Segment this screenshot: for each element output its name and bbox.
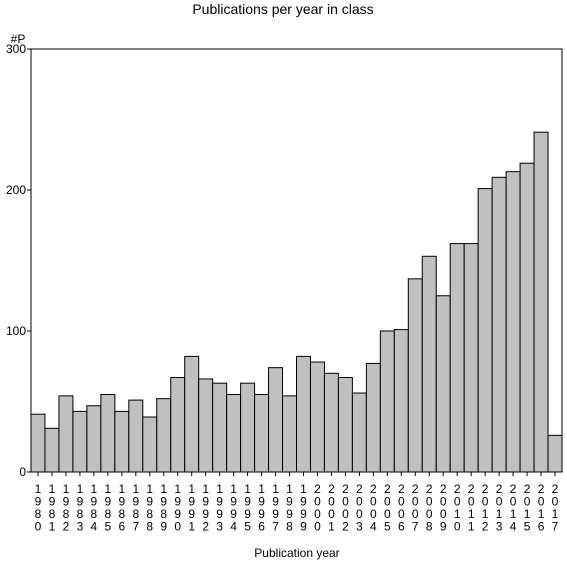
y-axis-label: #P (11, 32, 26, 46)
bar-2013 (491, 176, 507, 473)
bar-1986 (114, 410, 130, 473)
bar-2004 (365, 362, 381, 473)
y-tick-label-0: 0 (19, 465, 26, 479)
bar-1995 (240, 382, 256, 473)
bar-1998 (282, 395, 297, 473)
bar-2015 (519, 162, 535, 473)
bar-1997 (268, 367, 284, 473)
bar-1982 (58, 395, 74, 473)
plot-frame (30, 48, 563, 473)
bar-2014 (505, 171, 521, 473)
bar-1989 (156, 398, 172, 473)
bar-1994 (226, 393, 242, 473)
bar-1990 (170, 377, 186, 473)
bar-2006 (393, 329, 409, 473)
y-tick-label-100: 100 (6, 324, 26, 338)
y-axis: 0 100 200 300 (6, 42, 31, 479)
bar-2001 (323, 372, 339, 473)
bar-2011 (463, 243, 479, 473)
bar-1987 (128, 399, 144, 473)
y-tick-label-200: 200 (6, 183, 26, 197)
bar-2003 (351, 392, 367, 473)
bar-1996 (254, 393, 270, 473)
x-axis-label: Publication year (254, 546, 339, 560)
bar-1983 (72, 410, 88, 473)
bar-2010 (449, 243, 465, 473)
bar-1992 (198, 378, 214, 473)
y-tick-label-300: 300 (6, 42, 26, 56)
bar-1993 (212, 382, 228, 473)
bar-2005 (379, 330, 395, 473)
bar-1980 (30, 413, 46, 473)
bar-1988 (142, 416, 158, 473)
bar-2008 (421, 255, 437, 473)
bar-1991 (184, 355, 200, 473)
bar-1999 (296, 355, 311, 473)
bar-1981 (44, 427, 60, 473)
chart-title: Publications per year in class (192, 1, 373, 17)
bar-2007 (407, 278, 423, 473)
bar-1984 (86, 405, 102, 473)
bar-2012 (477, 188, 493, 473)
x-axis: 1 9 8 0 1 9 8 1 1 9 8 2 1 9 8 3 1 9 8 4 1 9 8 5 1 9 8 6 1 9 8 7 1 9 8 8 1 9 8 9… (35, 472, 559, 534)
bar-2002 (337, 377, 353, 473)
bar-1985 (100, 393, 116, 473)
bar-2009 (435, 295, 451, 473)
bar-2017 (547, 434, 563, 473)
bar-2000 (309, 361, 325, 473)
bars-group (30, 131, 563, 473)
bar-2016 (533, 131, 549, 473)
